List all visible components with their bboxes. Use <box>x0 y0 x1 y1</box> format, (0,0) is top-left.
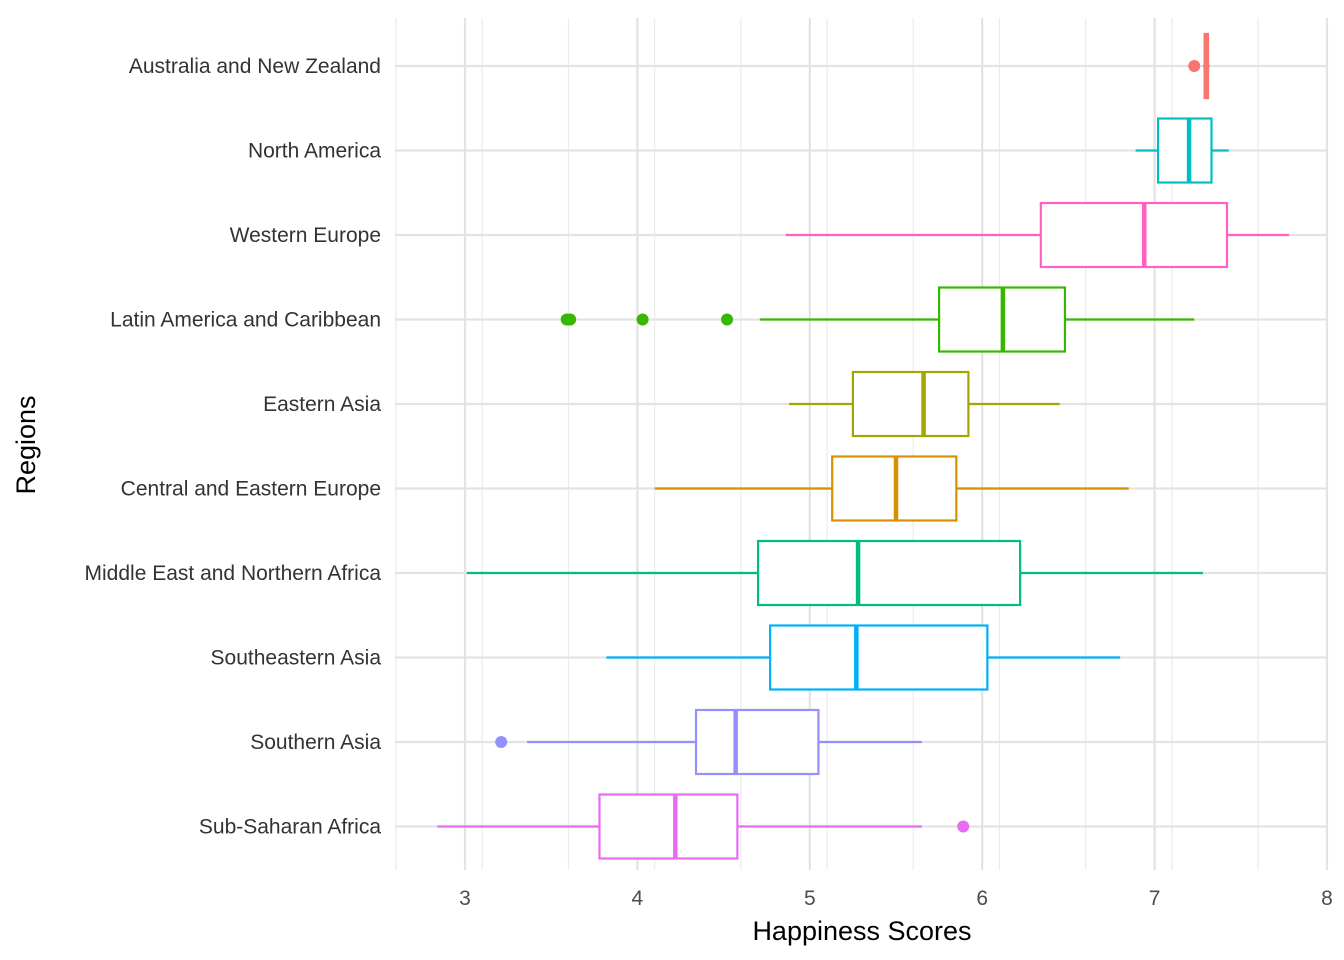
outlier-point <box>721 313 734 326</box>
category-label: Eastern Asia <box>263 393 381 416</box>
box-body <box>851 370 970 438</box>
x-tick-label: 5 <box>804 887 816 910</box>
x-tick-label: 6 <box>976 887 988 910</box>
box-body <box>756 539 1022 607</box>
box-middle-east-and-northern-africa <box>466 539 1203 607</box>
box-body <box>694 708 820 776</box>
outlier-point <box>564 313 577 326</box>
box-southern-asia <box>495 708 922 776</box>
boxes <box>437 32 1290 860</box>
outlier-point <box>957 820 970 833</box>
category-label: Australia and New Zealand <box>129 55 381 78</box>
box-eastern-asia <box>789 370 1060 438</box>
category-label: Western Europe <box>230 224 381 247</box>
x-tick-label: 4 <box>632 887 644 910</box>
category-label: Sub-Saharan Africa <box>199 816 381 839</box>
y-axis-labels: Australia and New Zealand North America We… <box>85 55 382 839</box>
category-label: Middle East and Northern Africa <box>85 562 382 585</box>
category-label: Central and Eastern Europe <box>121 478 381 501</box>
category-label: Southern Asia <box>250 731 381 754</box>
category-label: North America <box>248 140 381 163</box>
outlier-point <box>495 736 508 748</box>
box-western-europe <box>785 201 1290 269</box>
y-axis-title: Regions <box>11 395 41 494</box>
box-body <box>1039 201 1229 269</box>
outlier-point <box>636 313 649 326</box>
box-body <box>769 624 989 691</box>
box-body <box>1156 117 1213 184</box>
x-axis-ticks: 3 4 5 6 7 8 <box>459 887 1333 910</box>
category-label: Southeastern Asia <box>211 647 382 670</box>
box-north-america <box>1135 117 1229 184</box>
category-label: Latin America and Caribbean <box>110 309 381 332</box>
x-axis-title: Happiness Scores <box>752 916 971 946</box>
box-sub-saharan-africa <box>437 793 970 860</box>
box-central-and-eastern-europe <box>654 455 1129 522</box>
box-body <box>598 793 739 860</box>
outlier-point <box>1188 60 1201 72</box>
x-tick-label: 7 <box>1149 887 1161 910</box>
box-southeastern-asia <box>606 624 1121 691</box>
box-latin-america-and-caribbean <box>560 286 1195 353</box>
x-tick-label: 3 <box>459 887 471 910</box>
x-tick-label: 8 <box>1321 887 1333 910</box>
box-australia-and-new-zealand <box>1188 32 1210 100</box>
